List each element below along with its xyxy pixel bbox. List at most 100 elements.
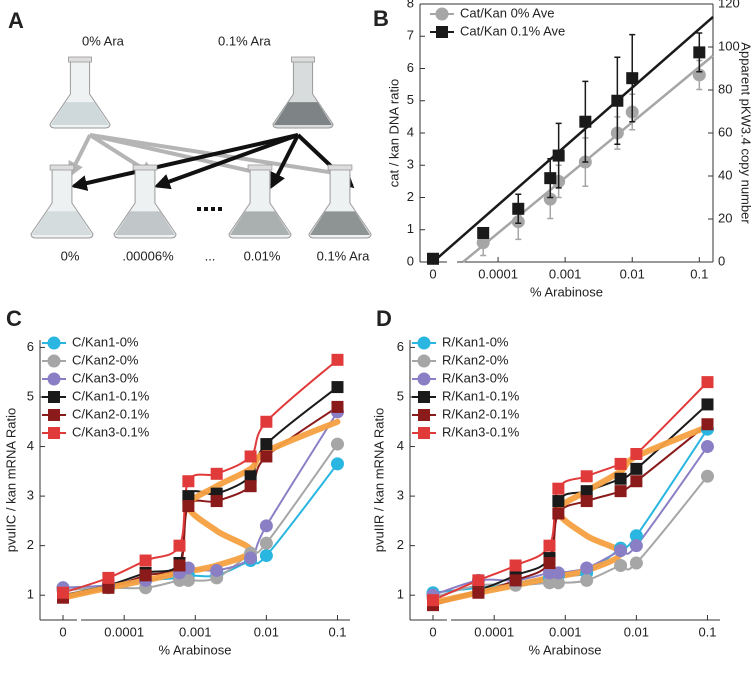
- marker: [427, 594, 439, 607]
- y-axis-title: cat / kan DNA ratio: [386, 79, 401, 187]
- marker: [580, 573, 594, 587]
- y-tick-label: 5: [397, 388, 404, 403]
- flask-liquid: [310, 211, 370, 235]
- marker: [629, 556, 643, 570]
- y-tick-label: 1: [407, 221, 414, 236]
- marker: [580, 470, 593, 483]
- x-tick-label: 0.0001: [474, 624, 514, 639]
- marker: [614, 485, 627, 498]
- x-tick-label: 0.1: [698, 624, 716, 639]
- flask-liquid: [230, 211, 290, 235]
- legend-label: R/Kan1-0%: [442, 334, 509, 349]
- series-curve: [432, 428, 709, 594]
- marker: [611, 94, 624, 107]
- y2-tick-label: 100: [718, 38, 740, 53]
- marker: [552, 495, 565, 508]
- legend-label: C/Kan3-0.1%: [72, 424, 150, 439]
- marker: [244, 480, 257, 493]
- x-tick-label: 0.0001: [478, 266, 518, 281]
- marker: [139, 554, 152, 567]
- marker: [701, 418, 714, 431]
- marker: [543, 539, 556, 552]
- marker: [630, 447, 643, 460]
- marker: [330, 457, 344, 471]
- ellipsis-dots: [197, 207, 222, 211]
- marker: [544, 172, 557, 185]
- x-tick-label: 0.0001: [104, 624, 144, 639]
- flask-liquid: [274, 102, 332, 125]
- y-tick-label: 5: [407, 92, 414, 107]
- y-axis-title: pvuIIR / kan mRNA Ratio: [371, 408, 386, 553]
- legend-label: C/Kan1-0.1%: [72, 388, 150, 403]
- marker: [630, 475, 643, 488]
- marker: [48, 391, 60, 403]
- y-tick-label: 2: [407, 189, 414, 204]
- y-tick-label: 2: [27, 537, 34, 552]
- marker: [260, 438, 273, 451]
- marker: [579, 115, 592, 128]
- marker: [259, 536, 273, 550]
- flask-label: 0% Ara: [82, 33, 125, 48]
- marker: [701, 398, 714, 411]
- marker: [552, 507, 565, 520]
- y-tick-label: 4: [397, 438, 404, 453]
- flask-rim: [327, 164, 353, 171]
- x-tick-label: 0.01: [254, 624, 279, 639]
- chart-panel: D 1 2 3 4 5 6 0 0.0001 0.001 0.01 0.1 % Arabinose pvu…: [371, 306, 720, 657]
- legend: Cat/Kan 0% Ave Cat/Kan 0.1% Ave: [430, 5, 565, 38]
- legend-label: C/Kan1-0%: [72, 334, 139, 349]
- marker: [47, 336, 61, 350]
- marker: [417, 336, 431, 350]
- marker: [47, 372, 61, 386]
- panel-label: A: [8, 8, 24, 33]
- x-tick-label: 0.001: [549, 266, 582, 281]
- marker: [472, 574, 485, 587]
- marker: [260, 450, 273, 463]
- x-tick-label: 0.1: [328, 624, 346, 639]
- flask-label: 0%: [61, 248, 80, 263]
- marker: [509, 574, 522, 587]
- marker: [629, 529, 643, 543]
- y-tick-label: 0: [407, 253, 414, 268]
- marker: [418, 391, 430, 403]
- flask: [228, 164, 292, 239]
- x-tick-label: 0.001: [179, 624, 212, 639]
- marker: [48, 409, 60, 421]
- legend-label: C/Kan2-0%: [72, 352, 139, 367]
- marker: [244, 551, 258, 565]
- y-axis-title: pvuIIC / kan mRNA Ratio: [3, 408, 18, 553]
- flask-label: 0.01%: [244, 248, 281, 263]
- legend-label: C/Kan2-0.1%: [72, 406, 150, 421]
- marker: [614, 457, 627, 470]
- marker: [509, 559, 522, 572]
- panel-label: B: [373, 6, 389, 31]
- arrow: [270, 134, 300, 189]
- flask-rim: [247, 164, 273, 171]
- flask: [30, 164, 94, 239]
- marker: [512, 202, 525, 215]
- legend-label: Cat/Kan 0% Ave: [460, 5, 554, 20]
- marker: [331, 381, 344, 394]
- marker: [330, 437, 344, 451]
- y2-tick-label: 20: [718, 210, 732, 225]
- marker: [418, 409, 430, 421]
- marker: [182, 490, 195, 503]
- marker: [47, 354, 61, 368]
- marker: [580, 495, 593, 508]
- marker: [244, 470, 257, 483]
- marker: [552, 482, 565, 495]
- marker: [102, 571, 115, 584]
- legend-label: R/Kan3-0.1%: [442, 424, 520, 439]
- marker: [543, 576, 557, 590]
- legend-label: R/Kan3-0%: [442, 370, 509, 385]
- marker: [48, 427, 60, 439]
- flask: [272, 56, 334, 129]
- flask-liquid: [51, 102, 109, 125]
- marker: [210, 563, 224, 577]
- marker: [552, 149, 565, 162]
- arrow: [153, 133, 299, 190]
- y2-tick-label: 80: [718, 81, 732, 96]
- y-tick-label: 4: [407, 124, 414, 139]
